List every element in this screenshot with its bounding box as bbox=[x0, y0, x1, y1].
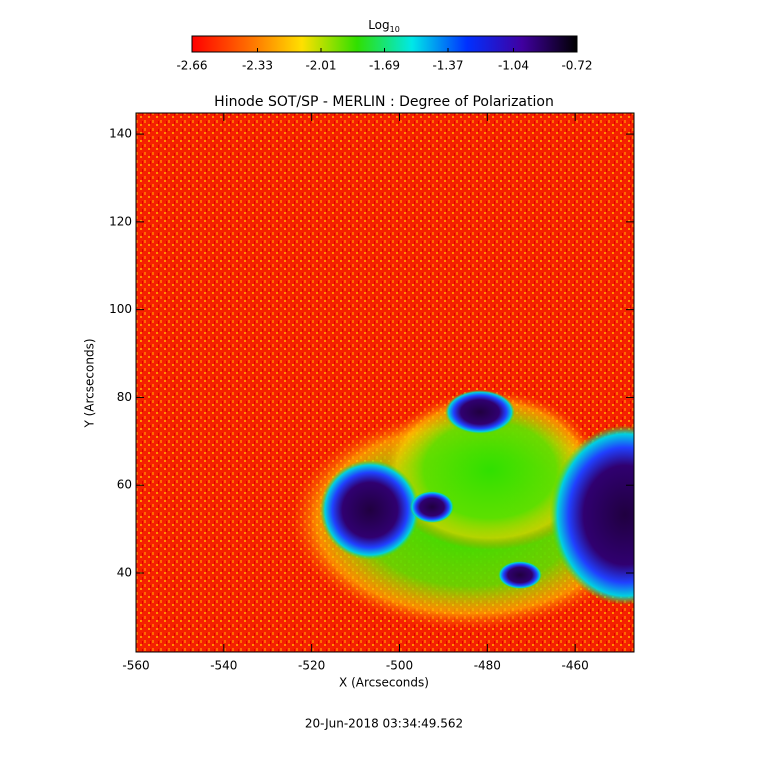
y-tick-label: 120 bbox=[109, 214, 132, 228]
x-tick-label: -560 bbox=[122, 659, 149, 673]
colorbar-tick-label: -2.33 bbox=[242, 59, 273, 73]
colorbar-tick-label: -1.37 bbox=[432, 59, 463, 73]
plot-frame bbox=[135, 112, 635, 653]
x-axis-label: X (Arcseconds) bbox=[339, 676, 429, 690]
x-tick-label: -520 bbox=[298, 659, 325, 673]
colorbar-tick-label: -2.66 bbox=[176, 59, 207, 73]
chart-title: Hinode SOT/SP - MERLIN : Degree of Polar… bbox=[214, 94, 554, 110]
y-tick-label: 80 bbox=[117, 390, 132, 404]
y-tick-label: 60 bbox=[117, 478, 132, 492]
x-tick-label: -480 bbox=[474, 659, 501, 673]
colorbar-tick-label: -1.04 bbox=[498, 59, 529, 73]
colorbar-tick-label: -0.72 bbox=[561, 59, 592, 73]
colorbar-tick-label: -1.69 bbox=[369, 59, 400, 73]
y-tick-label: 40 bbox=[117, 565, 132, 579]
x-tick-label: -460 bbox=[562, 659, 589, 673]
x-tick-label: -500 bbox=[386, 659, 413, 673]
y-tick-label: 100 bbox=[109, 302, 132, 316]
colorbar-label: Log10 bbox=[368, 18, 400, 34]
colorbar-label-text: Log bbox=[368, 18, 389, 32]
y-axis-label: Y (Arcseconds) bbox=[83, 338, 97, 428]
timestamp: 20-Jun-2018 03:34:49.562 bbox=[305, 717, 463, 731]
colorbar-tick-label: -2.01 bbox=[305, 59, 336, 73]
colorbar-label-sub: 10 bbox=[390, 25, 400, 34]
x-tick-label: -540 bbox=[210, 659, 237, 673]
y-tick-label: 140 bbox=[109, 127, 132, 141]
image bbox=[136, 113, 634, 652]
